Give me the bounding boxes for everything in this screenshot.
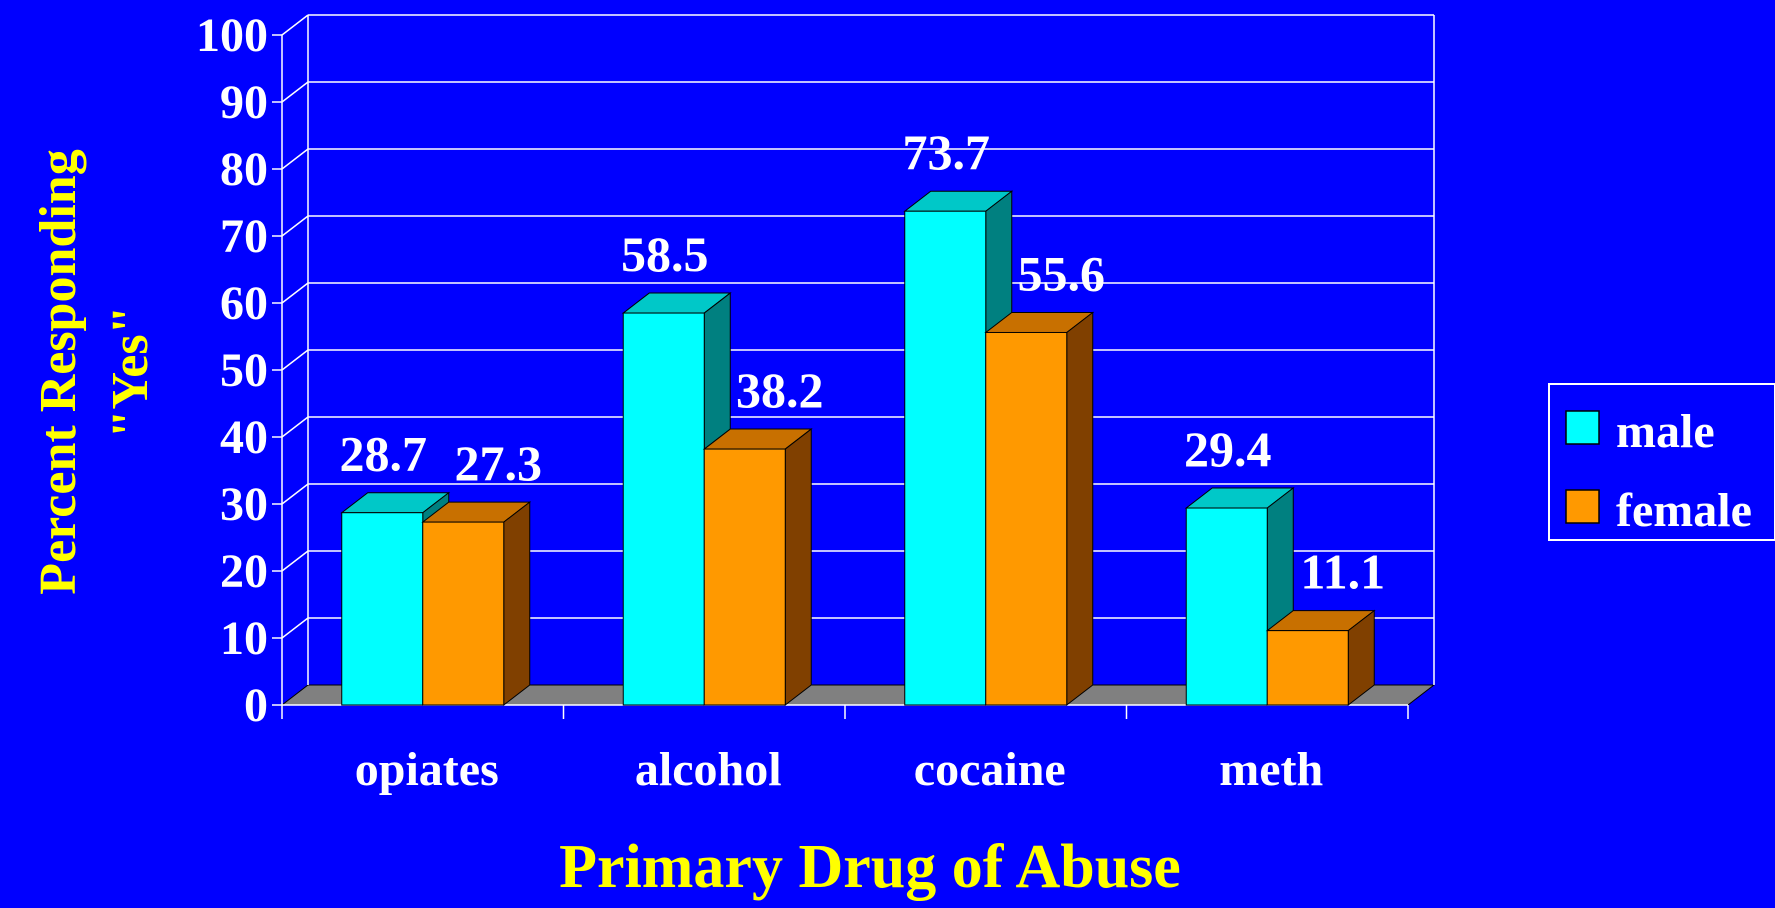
legend-swatch-male: [1565, 410, 1600, 445]
x-tick-label: meth: [1219, 743, 1323, 796]
y-tick-label: 20: [220, 545, 268, 598]
x-tick-label: cocaine: [914, 743, 1066, 796]
bar-side-female-alcohol: [784, 428, 812, 707]
data-label-female-meth: 11.1: [1300, 544, 1385, 600]
bar-side-female-cocaine: [1066, 311, 1094, 707]
legend-box: [1548, 383, 1775, 541]
bar-male-cocaine: [904, 210, 987, 706]
y-axis-title-line2: "Yes": [102, 306, 159, 439]
legend: male female: [1548, 383, 1775, 541]
x-tick-label: opiates: [355, 743, 499, 796]
bars: [340, 190, 1376, 707]
x-axis-title: Primary Drug of Abuse: [559, 833, 1181, 901]
y-axis-title-line1: Percent Responding: [30, 149, 87, 594]
y-tick-label: 30: [220, 478, 268, 531]
y-tick-label: 0: [244, 679, 268, 732]
legend-swatch-female: [1565, 489, 1600, 524]
gridline-side: [281, 483, 309, 505]
bar-female-opiates: [422, 521, 505, 706]
bar-side-female-opiates: [503, 501, 531, 707]
y-tick-label: 80: [220, 143, 268, 196]
y-tick-label: 70: [220, 210, 268, 263]
gridline-side: [281, 282, 309, 304]
gridline-side: [281, 550, 309, 572]
bar-male-meth: [1185, 507, 1268, 706]
y-tick-label: 40: [220, 411, 268, 464]
gridline-side: [281, 349, 309, 371]
bar-male-alcohol: [622, 312, 705, 706]
bar-female-meth: [1266, 630, 1349, 706]
y-tick-label: 10: [220, 612, 268, 665]
y-tick-label: 90: [220, 76, 268, 129]
data-label-male-opiates: 28.7: [340, 426, 428, 482]
bar-female-alcohol: [703, 448, 786, 706]
x-tick-label: alcohol: [635, 743, 782, 796]
gridline-side: [281, 416, 309, 438]
data-label-female-opiates: 27.3: [455, 435, 543, 491]
bar-female-cocaine: [985, 331, 1068, 706]
gridline-side: [281, 617, 309, 639]
y-tick-label: 100: [196, 9, 268, 62]
data-label-male-cocaine: 73.7: [903, 124, 991, 180]
gridline-side: [281, 14, 309, 36]
gridline-side: [281, 148, 309, 170]
bar-male-opiates: [341, 512, 424, 706]
data-label-female-cocaine: 55.6: [1018, 245, 1106, 301]
legend-label-female: female: [1616, 484, 1752, 537]
data-label-female-alcohol: 38.2: [736, 362, 824, 418]
data-labels: 28.7 27.3 58.5 38.2 73.7 55.6 29.4 11.1: [340, 124, 1386, 599]
data-label-male-meth: 29.4: [1184, 421, 1272, 477]
gridline-side: [281, 215, 309, 237]
data-label-male-alcohol: 58.5: [621, 226, 709, 282]
y-tick-label: 50: [220, 344, 268, 397]
legend-label-male: male: [1616, 405, 1715, 458]
y-tick-label: 60: [220, 277, 268, 330]
axes: 0 10 20 30 40 50 60 70 80 90 100 opiates alcohol coca…: [196, 9, 1409, 796]
gridline-side: [281, 81, 309, 103]
